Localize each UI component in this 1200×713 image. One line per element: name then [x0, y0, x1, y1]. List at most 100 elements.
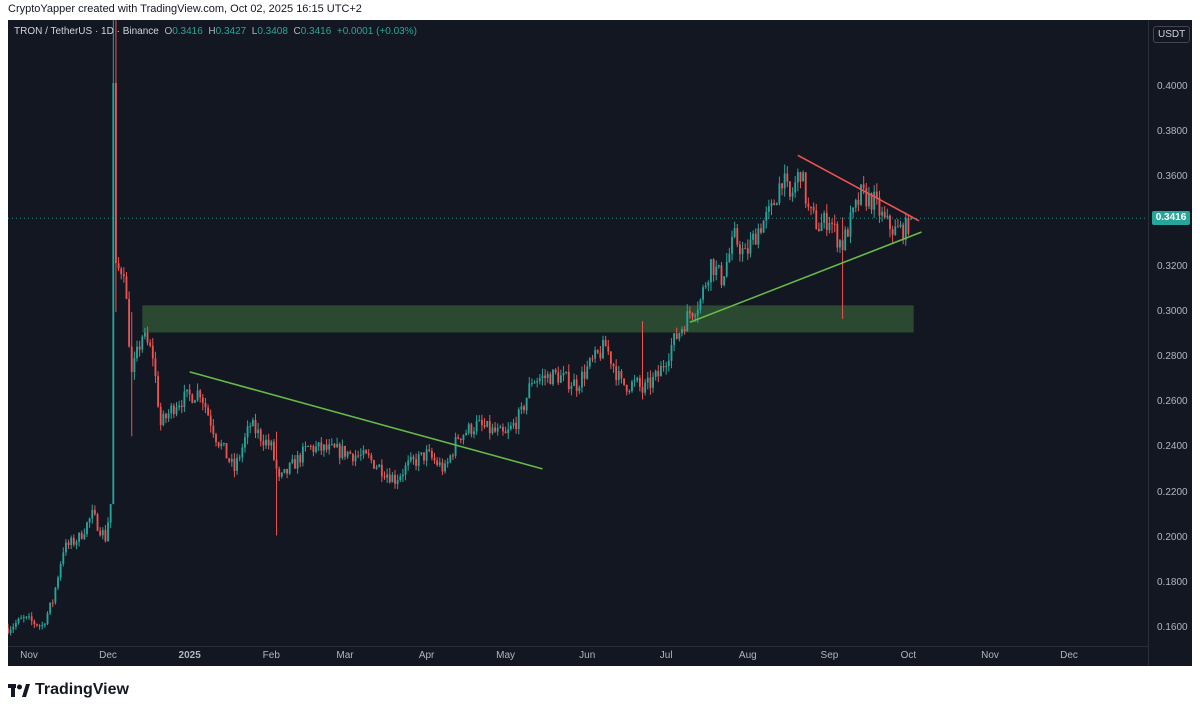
tradingview-logo-icon: [8, 683, 30, 697]
candle-body: [462, 434, 465, 441]
candle-body: [291, 459, 294, 464]
candle-body: [86, 522, 88, 535]
candle-body: [325, 444, 328, 450]
symbol-title[interactable]: TRON / TetherUS · 1D · Binance: [14, 26, 159, 37]
candle-body: [531, 383, 533, 385]
candle-body: [549, 374, 552, 385]
candle-body: [180, 405, 183, 408]
candle-body: [899, 224, 902, 227]
candle-body: [681, 329, 683, 334]
candle-body: [865, 187, 868, 207]
candle-body: [228, 458, 231, 462]
candle-body: [507, 429, 510, 434]
candle-body: [162, 413, 165, 425]
candle-body: [80, 532, 83, 539]
candle-body: [159, 406, 162, 425]
candle-body: [204, 402, 207, 408]
candle-body: [394, 474, 396, 484]
candle-body: [62, 552, 65, 565]
candle-body: [652, 376, 654, 388]
candle-body: [812, 206, 815, 211]
time-axis[interactable]: [8, 646, 1148, 667]
candle-body: [567, 371, 570, 390]
price-plot[interactable]: [8, 20, 1148, 646]
candle-body: [557, 372, 560, 383]
candle-body: [233, 458, 236, 471]
candle-body: [802, 172, 805, 182]
candle-body: [296, 455, 299, 469]
candle-body: [286, 468, 288, 474]
candle-body: [573, 379, 575, 386]
candle-body: [583, 371, 586, 379]
candle-body: [852, 207, 855, 213]
candle-body: [723, 276, 726, 286]
candle-body: [596, 350, 599, 353]
price-tick-label: 0.2400: [1157, 441, 1188, 453]
high-value: 0.3427: [215, 26, 247, 37]
candle-body: [170, 405, 173, 414]
candle-body: [554, 369, 557, 373]
candle-body: [199, 390, 202, 398]
candle-body: [438, 462, 441, 466]
candle-body: [860, 184, 862, 205]
candle-body: [873, 191, 876, 210]
candle-body: [54, 587, 57, 603]
high-label: H: [208, 26, 216, 37]
candle-body: [570, 385, 573, 390]
candle-body: [9, 629, 12, 634]
candle-body: [391, 474, 394, 483]
candle-body: [436, 460, 439, 466]
candle-body: [833, 223, 836, 225]
candle-body: [70, 537, 73, 546]
candle-body: [686, 311, 689, 332]
candle-body: [307, 445, 310, 447]
candle-body: [33, 621, 36, 625]
candle-body: [483, 424, 486, 427]
candle-body: [696, 309, 699, 316]
candle-body: [301, 446, 304, 463]
candle-body: [188, 389, 191, 395]
candle-body: [362, 450, 365, 455]
candle-body: [238, 457, 241, 459]
candle-body: [694, 315, 697, 317]
candle-body: [778, 183, 781, 204]
candle-body: [533, 382, 536, 384]
candle-body: [370, 455, 373, 461]
price-tick-label: 0.2000: [1157, 531, 1188, 543]
candle-body: [591, 358, 594, 360]
candle-body: [125, 276, 128, 299]
candle-body: [465, 432, 468, 435]
candle-body: [654, 370, 657, 377]
candle-body: [670, 345, 673, 361]
candle-body: [338, 444, 341, 458]
candle-body: [633, 380, 636, 382]
candle-body: [494, 427, 496, 432]
candle-body: [675, 333, 678, 339]
candle-body: [446, 461, 449, 464]
candle-body: [746, 248, 749, 254]
candle-body: [870, 193, 873, 210]
candle-body: [844, 229, 847, 251]
candle-body: [825, 212, 828, 230]
time-tick-label: Dec: [99, 650, 117, 661]
candle-body: [278, 468, 281, 477]
candle-body: [841, 240, 844, 251]
candle-body: [581, 371, 583, 388]
candle-body: [646, 377, 649, 383]
candle-body: [541, 375, 544, 379]
currency-badge[interactable]: USDT: [1153, 26, 1191, 43]
candle-body: [904, 218, 907, 240]
candle-body: [602, 340, 604, 359]
candle-body: [317, 442, 320, 447]
candle-body: [357, 455, 360, 457]
price-axis[interactable]: [1148, 20, 1193, 666]
chart-panel[interactable]: TRON / TetherUS · 1D · Binance O0.3416 H…: [8, 20, 1192, 666]
candle-body: [575, 379, 578, 392]
candle-body: [380, 464, 383, 477]
candle-body: [449, 455, 452, 462]
candle-body: [586, 366, 589, 379]
candle-body: [20, 618, 23, 620]
candle-body: [815, 210, 818, 229]
candle-body: [167, 413, 170, 419]
candle-body: [786, 173, 789, 182]
